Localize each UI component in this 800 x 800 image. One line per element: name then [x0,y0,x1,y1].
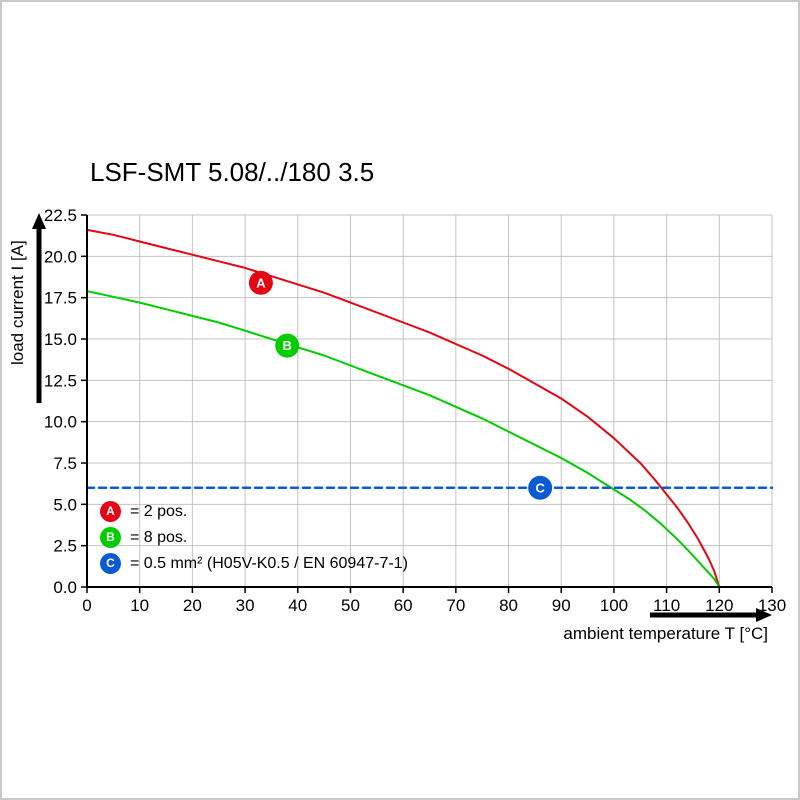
x-tick-label: 80 [499,596,518,615]
y-tick-label: 0.0 [53,578,77,597]
legend-badge-B: B [100,527,121,548]
y-tick-label: 5.0 [53,495,77,514]
chart-title: LSF-SMT 5.08/../180 3.5 [90,157,375,187]
y-tick-label: 20.0 [44,247,77,266]
marker-A-badge [248,270,273,295]
marker-A-letter: A [256,275,266,290]
legend-label-C: = 0.5 mm² (H05V-K0.5 / EN 60947-7-1) [130,554,408,572]
y-tick-label: 10.0 [44,413,77,432]
marker-C-letter: C [535,480,545,495]
x-tick-label: 10 [130,596,149,615]
x-tick-label: 20 [183,596,202,615]
x-axis-label: ambient temperature T [°C] [563,624,768,643]
x-tick-label: 60 [394,596,413,615]
legend: A = 2 pos. B = 8 pos. C = 0.5 mm² (H05V-K0.5 … [100,501,408,574]
marker-B-badge [275,333,300,358]
x-tick-label: 130 [758,596,786,615]
curve-B [86,290,721,588]
y-tick-label: 17.5 [44,289,77,308]
legend-label-A: = 2 pos. [130,502,188,520]
marker-C-badge [528,475,553,500]
x-tick-label: 120 [705,596,733,615]
legend-item-A: A = 2 pos. [100,501,408,522]
y-tick-label: 22.5 [44,206,77,225]
marker-B-letter: B [283,338,292,353]
x-tick-label: 50 [341,596,360,615]
x-axis-arrow-icon [650,608,772,622]
legend-label-B: = 8 pos. [130,528,188,546]
x-tick-label: 70 [446,596,465,615]
y-tick-label: 12.5 [44,371,77,390]
x-tick-label: 110 [653,596,680,615]
x-tick-label: 100 [600,596,628,615]
y-tick-label: 2.5 [53,537,77,556]
legend-item-B: B = 8 pos. [100,527,408,548]
x-tick-label: 30 [236,596,255,615]
legend-item-C: C = 0.5 mm² (H05V-K0.5 / EN 60947-7-1) [100,553,408,574]
y-axis-arrow-icon [32,213,46,403]
y-tick-label: 15.0 [44,330,77,349]
y-tick-label: 7.5 [53,454,77,473]
plot-area: 0 10 20 30 40 50 60 70 80 90 100 110 120 130 0.0 2.5 5.0… [44,206,786,615]
legend-badge-A: A [100,501,121,522]
legend-badge-C: C [100,553,121,574]
x-tick-label: 90 [552,596,571,615]
curve-A [86,228,721,588]
x-tick-label: 0 [82,596,91,615]
x-tick-label: 40 [288,596,307,615]
